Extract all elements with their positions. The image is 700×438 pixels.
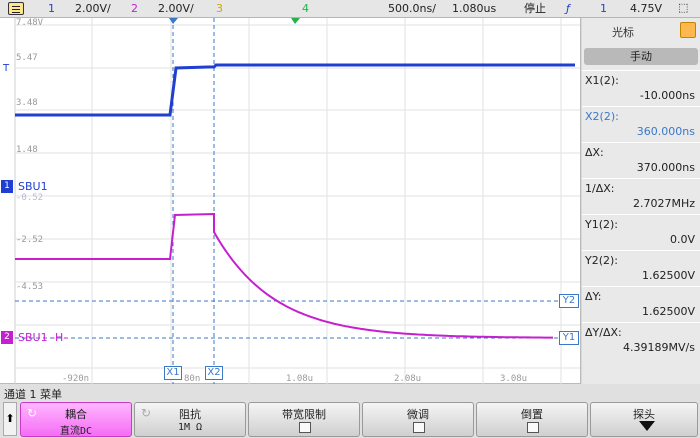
ch4-offset-marker	[291, 18, 300, 24]
field-label: ΔY:	[585, 290, 602, 303]
softkey-value: 直流DC	[59, 426, 93, 437]
x-label: 2.08u	[394, 374, 422, 384]
ch1-scale[interactable]: 2.00V/	[75, 2, 111, 15]
acquisition-icon: ⬚	[678, 1, 689, 14]
run-state[interactable]: 停止	[524, 2, 546, 15]
field-value: 1.62500V	[641, 269, 695, 282]
arrow-down-icon	[639, 421, 655, 431]
status-bar: 1 2.00V/ 2 2.00V/ 3 4 500.0ns/ 1.080us 停…	[0, 0, 700, 18]
invert-softkey[interactable]: 倒置	[476, 402, 588, 437]
cursor-lines[interactable]	[15, 18, 558, 384]
y-label: 1.48	[16, 145, 38, 155]
field-label: ΔY/ΔX:	[585, 326, 622, 339]
cursor-mode[interactable]: 手动	[584, 48, 698, 65]
softkey-bar: 通道 1 菜单 ⬆ ↻ 耦合 直流DC ↻ 阻抗 1M Ω 带宽限制 微调 倒置…	[0, 384, 700, 438]
cursor-panel-title: 光标	[612, 26, 634, 39]
x-label: 3.08u	[500, 374, 528, 384]
softkey-title: 微调	[407, 408, 429, 421]
probe-softkey[interactable]: 探头	[590, 402, 698, 437]
ch2-trace	[15, 212, 553, 339]
trigger-source[interactable]: 1	[600, 2, 607, 15]
ch1-trace	[15, 63, 575, 117]
field-x1[interactable]: X1(2): -10.000ns	[582, 70, 700, 106]
trigger-position-marker	[169, 18, 178, 24]
cursor-y2-tag[interactable]: Y2	[559, 294, 579, 308]
field-dy-dx[interactable]: ΔY/ΔX: 4.39189MV/s	[582, 322, 700, 358]
ch2-ground-marker[interactable]: 2	[1, 331, 13, 344]
field-label: X1(2):	[585, 74, 619, 87]
ch3-number[interactable]: 3	[216, 2, 223, 15]
ch2-number[interactable]: 2	[131, 2, 138, 15]
waveform-canvas	[14, 18, 580, 384]
field-value: 0.0V	[669, 233, 695, 246]
field-label: Y2(2):	[585, 254, 619, 267]
field-dx[interactable]: ΔX: 370.000ns	[582, 142, 700, 178]
field-label: ΔX:	[585, 146, 604, 159]
cursor-y1-tag[interactable]: Y1	[559, 331, 579, 345]
field-dy[interactable]: ΔY: 1.62500V	[582, 286, 700, 322]
ch1-ground-marker[interactable]: 1	[1, 180, 13, 193]
rotate-icon: ↻	[141, 406, 152, 420]
field-label: X2(2):	[585, 110, 619, 123]
softkey-title: 探头	[633, 408, 655, 421]
fine-softkey[interactable]: 微调	[362, 402, 474, 437]
ch1-label: SBU1	[18, 180, 48, 193]
field-y2[interactable]: Y2(2): 1.62500V	[582, 250, 700, 286]
field-value: 370.000ns	[636, 161, 695, 174]
impedance-softkey[interactable]: ↻ 阻抗 1M Ω	[134, 402, 246, 437]
trigger-edge-icon: ƒ	[566, 2, 570, 15]
trigger-level[interactable]: 4.75V	[630, 2, 663, 15]
field-value: 4.39189MV/s	[623, 341, 695, 354]
y-label: 7.48V	[16, 18, 44, 28]
cursor-x2-tag[interactable]: X2	[205, 366, 223, 380]
checkbox[interactable]	[527, 422, 539, 433]
field-value: 360.000ns	[636, 125, 695, 138]
x-label: 80n	[184, 374, 201, 384]
y-label: 5.47	[16, 53, 38, 63]
waveform-display[interactable]: 7.48V 5.47 3.48 1.48 -0.52 -2.52 -4.53 -…	[0, 18, 581, 384]
menu-icon[interactable]	[8, 2, 24, 15]
delay[interactable]: 1.080us	[452, 2, 497, 15]
ch1-number[interactable]: 1	[48, 2, 55, 15]
x-label: -920n	[62, 374, 90, 384]
ch2-scale[interactable]: 2.00V/	[158, 2, 194, 15]
checkbox[interactable]	[413, 422, 425, 433]
field-inv-dx[interactable]: 1/ΔX: 2.7027MHz	[582, 178, 700, 214]
ch2-label: SBU1 -H-	[18, 331, 68, 344]
timebase[interactable]: 500.0ns/	[388, 2, 436, 15]
menu-up-button[interactable]: ⬆	[3, 402, 17, 436]
field-value: 1.62500V	[641, 305, 695, 318]
cursor-panel-header: 光标	[582, 20, 700, 40]
field-label: Y1(2):	[585, 218, 619, 231]
field-label: 1/ΔX:	[585, 182, 615, 195]
softkey-value: 1M Ω	[177, 422, 203, 433]
grid	[14, 18, 580, 384]
softkey-title: 阻抗	[179, 408, 201, 421]
x-label: 1.08u	[286, 374, 314, 384]
panel-toggle-icon[interactable]	[680, 22, 696, 38]
field-x2[interactable]: X2(2): 360.000ns	[582, 106, 700, 142]
rotate-icon: ↻	[27, 406, 38, 420]
cursor-panel: 光标 手动 X1(2): -10.000ns X2(2): 360.000ns ΔX…	[582, 18, 700, 384]
bandwidth-limit-softkey[interactable]: 带宽限制	[248, 402, 360, 437]
field-value: 2.7027MHz	[632, 197, 695, 210]
menu-title: 通道 1 菜单	[4, 388, 62, 401]
y-label: -4.53	[16, 282, 44, 292]
cursor-x1-tag[interactable]: X1	[164, 366, 182, 380]
softkey-title: 倒置	[521, 408, 543, 421]
softkey-title: 耦合	[65, 408, 87, 421]
y-label: 3.48	[16, 98, 38, 108]
checkbox[interactable]	[299, 422, 311, 433]
coupling-softkey[interactable]: ↻ 耦合 直流DC	[20, 402, 132, 437]
y-label: -0.52	[16, 193, 44, 203]
trigger-level-marker[interactable]: T	[3, 63, 10, 74]
field-value: -10.000ns	[639, 89, 695, 102]
y-label: -2.52	[16, 235, 44, 245]
ch4-number[interactable]: 4	[302, 2, 309, 15]
softkey-title: 带宽限制	[282, 408, 326, 421]
field-y1[interactable]: Y1(2): 0.0V	[582, 214, 700, 250]
